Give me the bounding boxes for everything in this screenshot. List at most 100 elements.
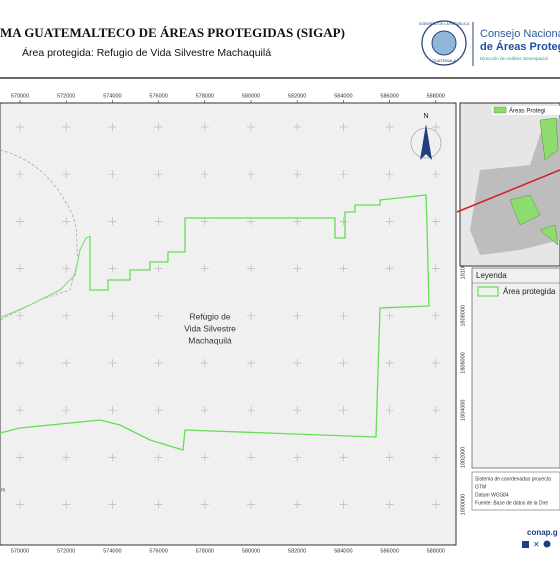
grid-cross bbox=[247, 170, 255, 179]
x-tick-label: 574000 bbox=[103, 548, 121, 554]
grid-cross bbox=[200, 123, 209, 131]
grid-cross bbox=[108, 453, 117, 462]
north-arrow: N bbox=[410, 113, 442, 160]
grid-cross bbox=[339, 123, 348, 131]
grid-cross bbox=[385, 170, 394, 179]
grid-cross bbox=[200, 500, 209, 509]
grid-cross bbox=[62, 359, 71, 367]
grid-cross bbox=[293, 217, 302, 226]
grid-cross bbox=[62, 264, 71, 273]
grid-cross bbox=[247, 264, 255, 273]
x-tick-label: 578000 bbox=[196, 93, 214, 99]
legend-panel bbox=[471, 267, 560, 469]
grid-cross bbox=[293, 170, 302, 179]
grid-cross bbox=[62, 217, 71, 226]
seal-text: GUATEMALA bbox=[432, 58, 457, 63]
grid-cross bbox=[293, 406, 302, 415]
x-tick-label: 570000 bbox=[11, 548, 29, 554]
grid-cross bbox=[431, 453, 440, 462]
inset-legend-swatch bbox=[493, 106, 507, 114]
grid-cross bbox=[154, 406, 163, 415]
area-label: Machaquilá bbox=[188, 335, 232, 345]
grid-cross bbox=[200, 264, 209, 273]
title: MA GUATEMALTECO DE ÁREAS PROTEGIDAS (SIG… bbox=[0, 25, 345, 40]
protected-area-boundary bbox=[0, 194, 430, 451]
grid-cross bbox=[108, 264, 117, 273]
grid-cross bbox=[431, 500, 440, 509]
grid-cross bbox=[108, 217, 117, 226]
area-label: Refugio de bbox=[189, 311, 230, 321]
grid-cross bbox=[339, 453, 348, 462]
svg-text:✕: ✕ bbox=[533, 540, 540, 549]
grid-cross bbox=[339, 311, 348, 320]
legend-swatch bbox=[477, 286, 499, 297]
grid-cross bbox=[154, 311, 163, 320]
inset-areas bbox=[509, 117, 559, 246]
grid-cross bbox=[339, 406, 348, 415]
grid-cross bbox=[108, 359, 117, 367]
y-tick-label: 1802000 bbox=[460, 447, 466, 468]
grid-cross bbox=[431, 406, 440, 415]
grid-cross bbox=[247, 500, 255, 509]
grid-cross bbox=[200, 217, 209, 226]
grid-cross bbox=[385, 500, 394, 509]
grid-cross bbox=[339, 500, 348, 509]
y-tick-label: 1810000 bbox=[460, 258, 466, 279]
grid-cross bbox=[339, 170, 348, 179]
grid-cross bbox=[293, 311, 302, 320]
x-tick-label: 572000 bbox=[57, 93, 75, 99]
legend-label: Área protegida bbox=[503, 287, 556, 296]
social-icons: ✕ bbox=[522, 540, 551, 549]
grid-cross bbox=[62, 453, 71, 462]
grid-cross bbox=[154, 453, 163, 462]
inset-legend-label: Áreas Protegi bbox=[509, 108, 545, 115]
grid-cross bbox=[247, 123, 255, 131]
grid-cross bbox=[16, 406, 24, 415]
x-tick-label: 580000 bbox=[242, 548, 260, 554]
seal: GOBIERNO DE LA REPÚBLICA GUATEMALA bbox=[419, 20, 470, 66]
x-tick-label: 584000 bbox=[334, 93, 352, 99]
grid-cross bbox=[247, 359, 255, 367]
grid-cross bbox=[200, 406, 209, 415]
grid-cross bbox=[431, 359, 440, 367]
grid-cross bbox=[154, 217, 163, 226]
grid-cross bbox=[200, 359, 209, 367]
inset-pointer bbox=[456, 169, 560, 213]
x-tick-label: 582000 bbox=[288, 548, 306, 554]
grid-cross bbox=[62, 500, 71, 509]
grid-cross bbox=[16, 453, 24, 462]
grid-cross bbox=[16, 264, 24, 273]
footer-site: conap.g bbox=[527, 528, 558, 537]
info-line: GTM bbox=[475, 484, 486, 490]
grid-cross bbox=[293, 359, 302, 367]
y-tick-label: 1808000 bbox=[460, 305, 466, 326]
grid-cross bbox=[293, 500, 302, 509]
grid-cross bbox=[62, 406, 71, 415]
grid-cross bbox=[108, 123, 117, 131]
info-line: Sistema de coordenadas proyecta bbox=[475, 476, 551, 482]
grid-cross bbox=[385, 406, 394, 415]
grid-cross bbox=[108, 311, 117, 320]
grid-cross bbox=[16, 123, 24, 131]
x-tick-label: 576000 bbox=[149, 548, 167, 554]
grid-cross bbox=[247, 406, 255, 415]
grid-cross bbox=[339, 264, 348, 273]
grid-cross bbox=[385, 359, 394, 367]
inset-legend bbox=[492, 106, 560, 115]
legend-title: Leyenda bbox=[476, 271, 507, 280]
y-tick-label: 1804000 bbox=[460, 399, 466, 420]
x-tick-label: 580000 bbox=[242, 93, 260, 99]
grid-cross bbox=[385, 311, 394, 320]
grid-cross bbox=[247, 217, 255, 226]
subtitle: Área protegida: Refugio de Vida Silvestr… bbox=[22, 46, 271, 59]
grid-cross bbox=[385, 453, 394, 462]
seal-text: GOBIERNO DE LA REPÚBLICA bbox=[419, 22, 470, 26]
grid-cross bbox=[62, 311, 71, 320]
grid-cross bbox=[431, 311, 440, 320]
grid-cross bbox=[431, 217, 440, 226]
scale-unit: m bbox=[1, 487, 5, 493]
org-name: Consejo Nacional bbox=[480, 28, 560, 40]
grid-cross bbox=[154, 264, 163, 273]
y-tick-label: 1800000 bbox=[460, 494, 466, 515]
